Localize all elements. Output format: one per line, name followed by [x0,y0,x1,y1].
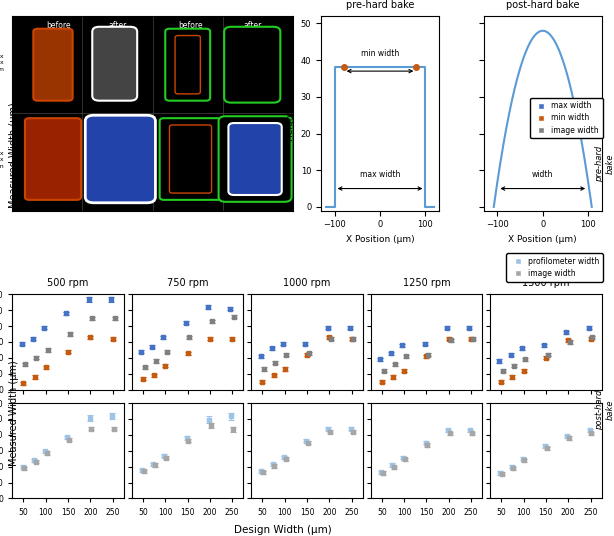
Legend: max width, min width, image width: max width, min width, image width [530,98,603,138]
X-axis label: X Position (μm): X Position (μm) [508,235,577,244]
FancyBboxPatch shape [92,27,137,101]
Text: 50 μm x
75 μm x
225 μm: 50 μm x 75 μm x 225 μm [0,54,4,72]
Text: Measured Width (μm): Measured Width (μm) [9,360,18,466]
Text: post-hard
bake: post-hard bake [595,390,614,430]
FancyBboxPatch shape [165,29,210,101]
Text: after: after [243,21,262,30]
Title: 1500 rpm: 1500 rpm [522,278,570,288]
Title: 750 rpm: 750 rpm [167,278,208,288]
FancyBboxPatch shape [224,27,281,102]
Text: pre-hard
bake: pre-hard bake [595,145,614,182]
FancyBboxPatch shape [160,118,222,200]
FancyBboxPatch shape [25,118,81,200]
Title: 1250 rpm: 1250 rpm [403,278,450,288]
Text: before: before [46,21,71,30]
X-axis label: X Position (μm): X Position (μm) [346,235,414,244]
Y-axis label: Height (μm): Height (μm) [286,86,295,140]
FancyBboxPatch shape [85,115,155,203]
Text: width: width [532,170,553,180]
Text: max width: max width [360,170,400,180]
Text: 200 μm x
300 μm x
600 μm: 200 μm x 300 μm x 600 μm [0,151,4,169]
Text: after: after [108,21,126,30]
FancyBboxPatch shape [33,29,72,101]
Title: 1000 rpm: 1000 rpm [283,278,331,288]
FancyBboxPatch shape [169,125,212,193]
Text: min width: min width [361,49,399,58]
Title: 500 rpm: 500 rpm [47,278,89,288]
Title: pre-hard bake: pre-hard bake [346,0,414,10]
Text: Measured Width (μm): Measured Width (μm) [9,102,18,209]
FancyBboxPatch shape [175,35,200,94]
Legend: profilometer width, image width: profilometer width, image width [507,253,603,282]
Text: Design Width (μm): Design Width (μm) [233,525,332,535]
FancyBboxPatch shape [219,116,292,202]
Text: before: before [178,21,203,30]
Title: post-hard bake: post-hard bake [506,0,580,10]
FancyBboxPatch shape [228,123,282,195]
